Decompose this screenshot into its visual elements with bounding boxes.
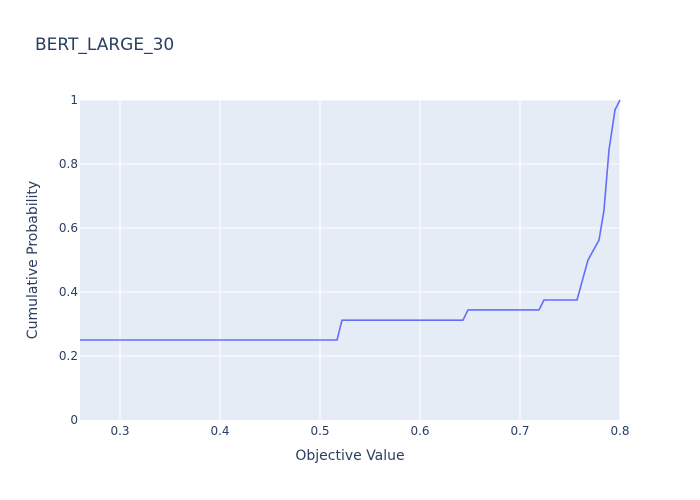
y-axis-ticks: 0 0.2 0.4 0.6 0.8 1 [59,93,78,427]
x-tick-label: 0.8 [610,424,629,438]
y-tick-label: 0.2 [59,349,78,363]
y-tick-label: 1 [70,93,78,107]
x-tick-label: 0.3 [110,424,129,438]
y-tick-label: 0.6 [59,221,78,235]
y-tick-label: 0 [70,413,78,427]
grid-lines [80,99,621,420]
y-tick-label: 0.4 [59,285,78,299]
x-tick-label: 0.6 [410,424,429,438]
chart-title: BERT_LARGE_30 [35,35,174,55]
x-tick-label: 0.5 [310,424,329,438]
plot-area [80,100,620,420]
y-axis-title: Cumulative Probability [25,181,41,339]
x-tick-label: 0.4 [210,424,229,438]
x-axis-title: Objective Value [295,448,404,464]
x-axis-ticks: 0.3 0.4 0.5 0.6 0.7 0.8 [110,424,629,438]
series-layer [80,99,621,341]
y-tick-label: 0.8 [59,157,78,171]
x-tick-label: 0.7 [510,424,529,438]
cdf-series-line [80,99,621,341]
